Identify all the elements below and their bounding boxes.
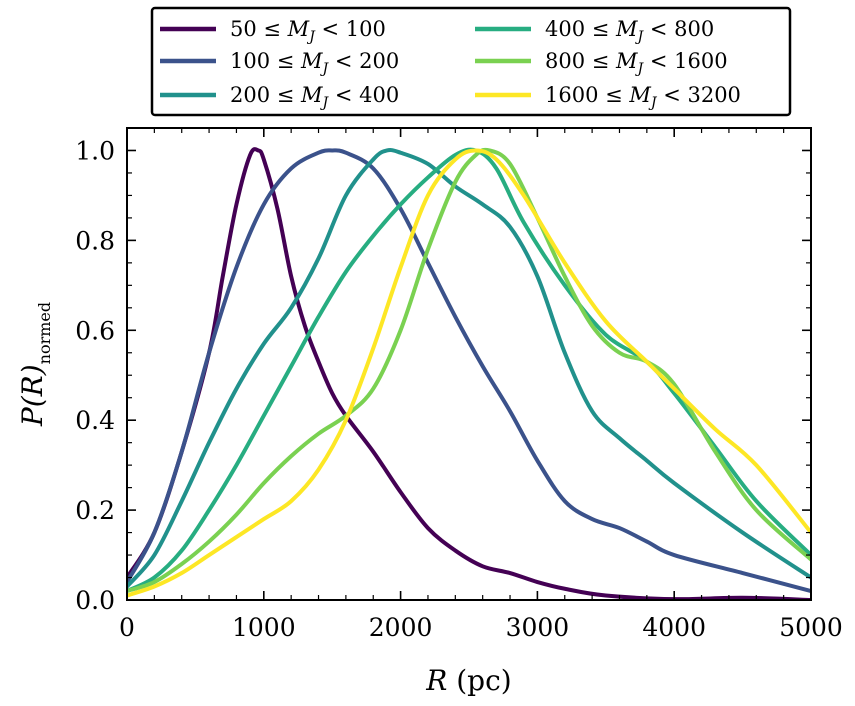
y-tick-label: 0.4	[75, 406, 115, 435]
series-line-2	[127, 148, 811, 594]
legend-label: 200 ≤ MJ < 400	[230, 83, 399, 111]
y-axis: 0.0 0.2 0.4 0.6 0.8 1.0	[75, 127, 811, 615]
y-tick-label: 0.6	[75, 316, 115, 345]
legend-item-6: 1600 ≤ MJ < 3200	[475, 83, 741, 111]
series-lines	[127, 147, 811, 600]
y-tick-label: 0.0	[75, 586, 115, 615]
x-tick-label: 1000	[232, 613, 296, 642]
legend-item-4: 400 ≤ MJ < 800	[475, 17, 714, 45]
legend-label: 400 ≤ MJ < 800	[545, 17, 714, 45]
x-tick-label: 2000	[369, 613, 433, 642]
y-tick-label: 0.2	[75, 496, 115, 525]
x-tick-label: 0	[119, 613, 135, 642]
x-tick-label: 3000	[506, 613, 570, 642]
legend: 50 ≤ MJ < 100 100 ≤ MJ < 200 200 ≤ MJ < 40…	[150, 6, 792, 117]
x-axis-label: R (pc)	[425, 664, 511, 697]
series-line-1	[127, 147, 811, 600]
legend-label: 1600 ≤ MJ < 3200	[545, 83, 741, 111]
y-tick-label: 0.8	[75, 226, 115, 255]
legend-item-1: 50 ≤ MJ < 100	[160, 17, 386, 45]
series-line-3	[127, 148, 811, 589]
plot-frame	[126, 127, 812, 601]
x-axis: 0 1000 2000 3000 4000 5000	[119, 128, 843, 642]
legend-item-2: 100 ≤ MJ < 200	[160, 49, 399, 77]
legend-label: 50 ≤ MJ < 100	[230, 17, 386, 45]
series-line-6	[127, 148, 811, 598]
legend-label: 800 ≤ MJ < 1600	[545, 49, 728, 77]
series-line-4	[127, 147, 811, 594]
legend-item-5: 800 ≤ MJ < 1600	[475, 49, 728, 77]
plot-area	[127, 147, 811, 600]
y-axis-label: P(R)normed	[16, 302, 54, 427]
series-line-5	[127, 147, 811, 594]
legend-label: 100 ≤ MJ < 200	[230, 49, 399, 77]
x-tick-label: 4000	[642, 613, 706, 642]
legend-box	[150, 6, 792, 117]
legend-item-3: 200 ≤ MJ < 400	[160, 83, 399, 111]
y-tick-label: 1.0	[75, 136, 115, 165]
x-tick-label: 5000	[779, 613, 843, 642]
